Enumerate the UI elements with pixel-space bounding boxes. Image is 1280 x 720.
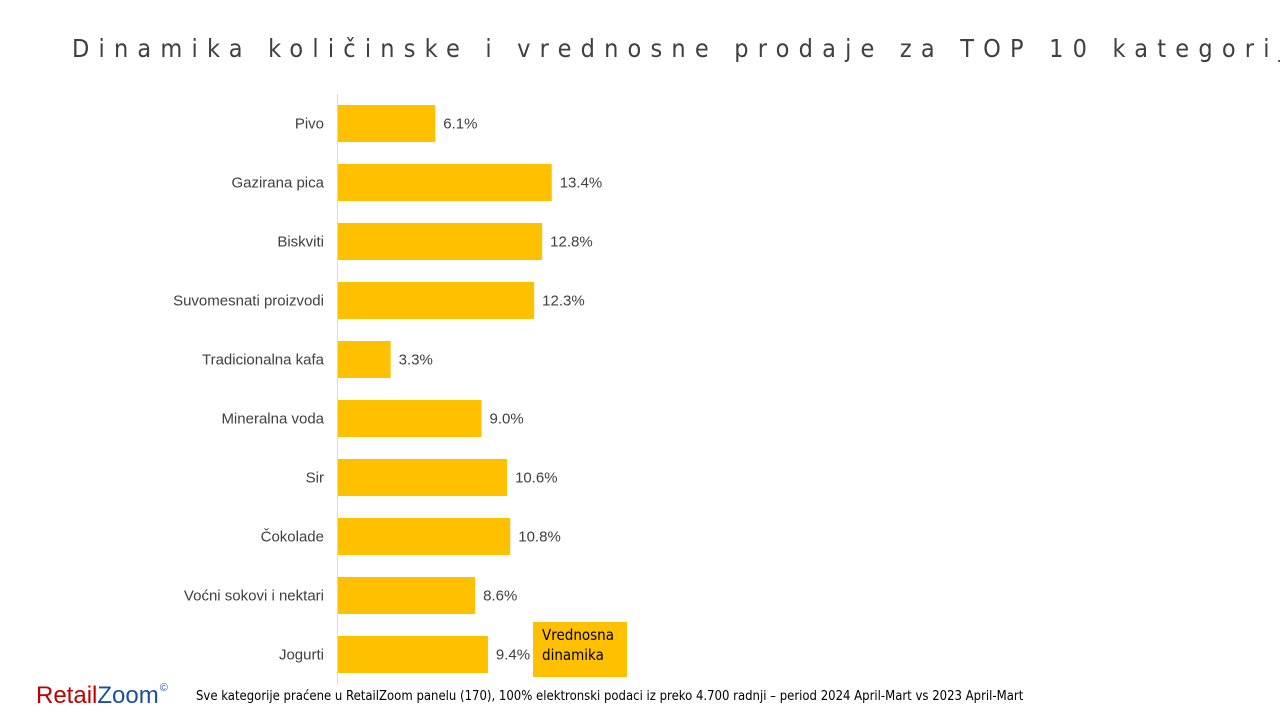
category-label-4: Suvomesnati proizvodi [173,293,324,310]
value-label-2: 13.4% [560,175,603,192]
category-label-7: Sir [306,470,324,487]
value-label-8: 10.8% [518,529,561,546]
bar-10 [338,636,488,673]
page-title: Dinamika količinske i vrednosne prodaje … [72,34,1280,63]
category-label-3: Biskviti [277,234,324,251]
value-label-5: 3.3% [399,352,433,369]
value-label-6: 9.0% [490,411,524,428]
bar-4 [338,282,535,319]
value-label-10: 9.4% [496,647,530,664]
logo-zoom-text: Zoom [97,682,159,709]
category-label-9: Voćni sokovi i nektari [184,588,324,605]
logo-retail-text: Retail [36,682,98,709]
bar-5 [338,341,391,378]
legend-box: Vrednosna dinamika [533,622,627,677]
retailzoom-logo: RetailZoom© [36,682,168,710]
legend-line-1: Vrednosna [542,626,614,644]
value-label-4: 12.3% [542,293,585,310]
value-label-9: 8.6% [483,588,517,605]
category-label-8: Čokolade [261,529,324,546]
bar-9 [338,577,476,614]
bar-1 [338,105,436,142]
value-label-7: 10.6% [515,470,558,487]
copyright-mark: © [159,682,168,694]
category-label-6: Mineralna voda [221,411,324,428]
legend-line-2: dinamika [542,646,604,664]
category-label-1: Pivo [295,116,324,133]
value-label-3: 12.8% [550,234,593,251]
bar-8 [338,518,511,555]
bar-6 [338,400,482,437]
value-label-1: 6.1% [443,116,477,133]
bar-3 [338,223,543,260]
bar-7 [338,459,508,496]
category-label-5: Tradicionalna kafa [202,352,325,369]
category-label-2: Gazirana pica [231,175,324,192]
category-label-10: Jogurti [279,647,324,664]
bar-2 [338,164,552,201]
footnote: Sve kategorije praćene u RetailZoom pane… [196,689,1024,704]
